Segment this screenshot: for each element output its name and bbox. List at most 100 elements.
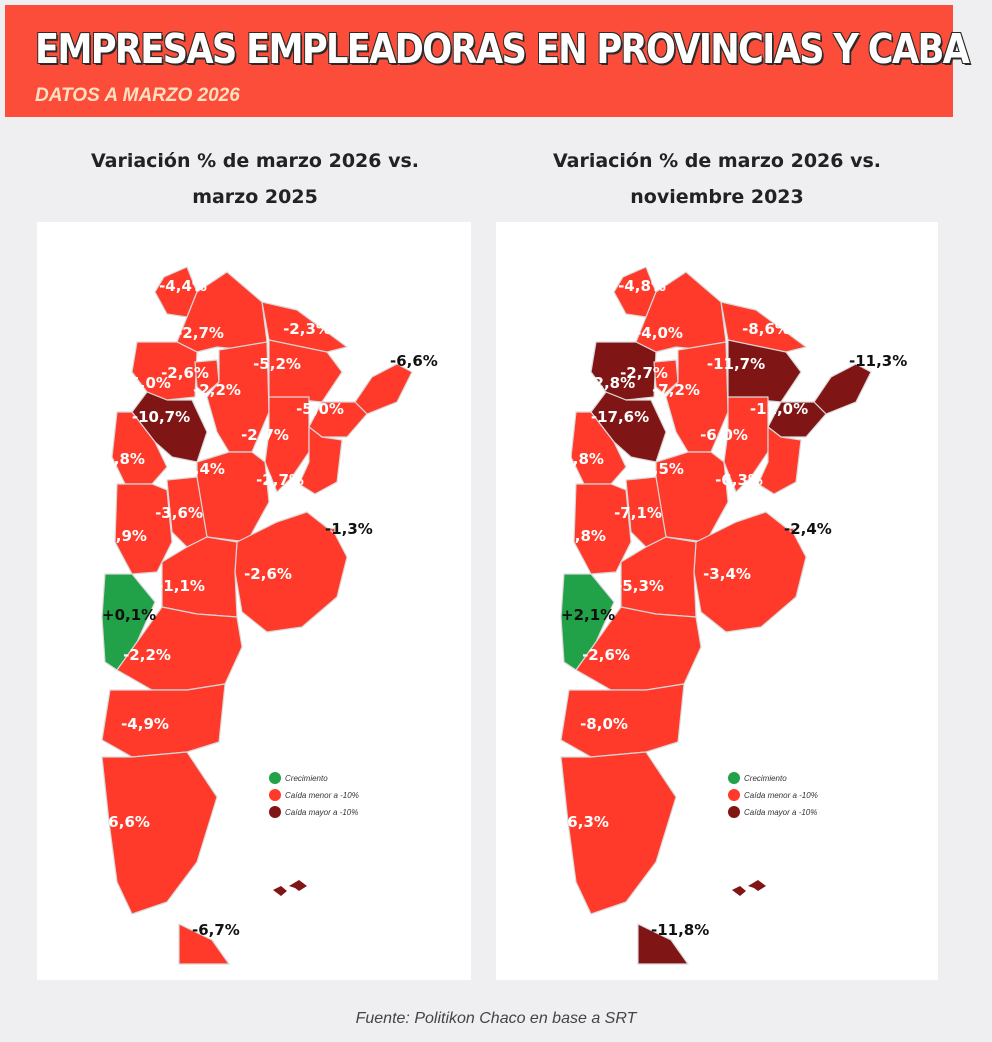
province-label-rio-negro-right: -2,6% [582, 646, 630, 664]
province-label-misiones-right: -11,3% [849, 352, 907, 370]
province-chubut-right [560, 683, 685, 758]
province-label-neuquen-right: +2,1% [561, 606, 615, 624]
province-label-santa-fe-right: -6,0% [700, 426, 748, 444]
page-subtitle: DATOS A MARZO 2026 [35, 85, 240, 106]
province-buenos-aires-right [693, 511, 807, 633]
province-label-la-rioja-left: -10,7% [132, 408, 190, 426]
province-catamarca-right [590, 341, 657, 401]
province-label-jujuy-left: -4,4% [159, 277, 207, 295]
source-note: Fuente: Politikon Chaco en base a SRT [355, 1010, 637, 1027]
map-panel-right: -4,8% -4,0% -8,6% -11,3% -12,8% -2,7% -7,2% -11… [496, 222, 938, 980]
province-label-chaco-right: -11,7% [707, 355, 765, 373]
header-banner: EMPRESAS EMPLEADORAS EN PROVINCIAS Y CAB… [5, 5, 970, 117]
map-svg-right: -4,8% -4,0% -8,6% -11,3% -12,8%-2,7%-7,2% -11… [556, 266, 907, 965]
province-misiones-right [813, 363, 872, 415]
province-catamarca-left [131, 341, 198, 401]
province-label-catamarca-left: -5,0% [123, 374, 171, 392]
legend-swatch-drop_less-right [728, 789, 740, 801]
province-label-la-rioja-right: -17,6% [591, 408, 649, 426]
province-label-jujuy-right: -4,8% [618, 277, 666, 295]
malvinas-islands-left [273, 880, 307, 896]
province-label-santa-cruz-right: -6,3% [561, 813, 609, 831]
province-label-entre-rios-right: -6,3% [715, 471, 763, 489]
province-santa-cruz-right [560, 751, 677, 915]
province-label-entre-rios-left: -2,7% [256, 471, 304, 489]
map-svg-left: -4,4%-2,7% -2,3%-6,6%-5,0%-2,6%-2,2%-5,2%… [97, 266, 438, 965]
province-label-corrientes-right: -11,0% [750, 400, 808, 418]
province-san-juan-left [111, 411, 168, 485]
province-label-salta-right: -4,0% [635, 324, 683, 342]
legend-swatch-growth-right [728, 772, 740, 784]
province-label-tierra-fuego-left: -6,7% [192, 921, 240, 939]
legend-label-drop_more-right: Caída mayor a -10% [744, 808, 817, 817]
province-label-formosa-right: -8,6% [742, 320, 790, 338]
province-tierra-fuego-right [637, 923, 689, 965]
province-label-sgo-estero-left: -2,2% [193, 381, 241, 399]
province-rio-negro-left [116, 606, 243, 691]
province-label-mendoza-left: -2,9% [99, 527, 147, 545]
legend-label-drop_less-right: Caída menor a -10% [744, 791, 818, 800]
province-label-cordoba-left: -4,4% [177, 460, 225, 478]
province-san-juan-right [570, 411, 627, 485]
province-label-corrientes-left: -5,0% [296, 400, 344, 418]
province-label-chubut-left: -4,9% [121, 715, 169, 733]
province-label-salta-left: -2,7% [176, 324, 224, 342]
province-label-cordoba-right: -8,5% [636, 460, 684, 478]
province-label-formosa-left: -2,3% [283, 320, 331, 338]
malvinas-islands-right [732, 880, 766, 896]
legend-label-growth-left: Crecimiento [285, 774, 328, 783]
province-santa-cruz-left [101, 751, 218, 915]
legend-swatch-drop_more-left [269, 806, 281, 818]
legend-label-growth-right: Crecimiento [744, 774, 787, 783]
province-label-tucuman-left: -2,6% [161, 364, 209, 382]
page-title: EMPRESAS EMPLEADORAS EN PROVINCIAS Y CAB… [35, 25, 970, 73]
province-label-la-pampa-right: -5,3% [616, 577, 664, 595]
province-label-tucuman-right: -2,7% [620, 364, 668, 382]
province-santa-fe-right [723, 396, 769, 493]
province-label-misiones-left: -6,6% [390, 352, 438, 370]
legend-swatch-drop_less-left [269, 789, 281, 801]
province-rio-negro-right [575, 606, 702, 691]
province-chaco-left [268, 339, 343, 403]
province-label-buenos-aires-right: -3,4% [703, 565, 751, 583]
province-label-san-juan-right: -2,8% [556, 450, 604, 468]
legend-label-drop_less-left: Caída menor a -10% [285, 791, 359, 800]
province-label-san-luis-right: -7,1% [614, 504, 662, 522]
map-panel-left: -4,4% -2,7% -2,3% -6,6% -5,0% -2,6% -2,2% -5,2%… [37, 222, 471, 980]
province-entre-rios-left [298, 426, 343, 495]
province-chaco-right [727, 339, 802, 403]
province-label-sgo-estero-right: -7,2% [652, 381, 700, 399]
province-label-santa-fe-left: -2,7% [241, 426, 289, 444]
province-label-chubut-right: -8,0% [580, 715, 628, 733]
panel-title-right: Variación % de marzo 2026 vs. noviembre … [497, 143, 937, 215]
province-label-san-luis-left: -3,6% [155, 504, 203, 522]
province-label-mendoza-right: -5,8% [558, 527, 606, 545]
province-entre-rios-right [757, 426, 802, 495]
province-label-neuquen-left: +0,1% [102, 606, 156, 624]
panel-title-right-line1: Variación % de marzo 2026 vs. [552, 150, 882, 172]
province-label-buenos-aires-left: -2,6% [244, 565, 292, 583]
province-tucuman-left [194, 359, 220, 395]
province-label-santa-cruz-left: -6,6% [102, 813, 150, 831]
panel-title-left: Variación % de marzo 2026 vs. marzo 2025 [35, 143, 475, 215]
province-label-rio-negro-left: -2,2% [123, 646, 171, 664]
province-label-tierra-fuego-right: -11,8% [651, 921, 709, 939]
province-chubut-left [101, 683, 226, 758]
legend-swatch-growth-left [269, 772, 281, 784]
province-buenos-aires-left [234, 511, 348, 633]
province-mendoza-left [114, 483, 173, 575]
legend-swatch-drop_more-right [728, 806, 740, 818]
panel-title-left-line1: Variación % de marzo 2026 vs. [90, 150, 420, 172]
province-label-catamarca-right: -12,8% [577, 374, 635, 392]
province-tierra-fuego-left [178, 923, 230, 965]
province-label-san-juan-left: -1,8% [97, 450, 145, 468]
province-label-caba-right: -2,4% [784, 520, 832, 538]
province-santa-fe-left [264, 396, 310, 493]
panel-title-right-line2: noviembre 2023 [630, 186, 804, 208]
province-tucuman-right [653, 359, 679, 395]
province-label-chaco-left: -5,2% [253, 355, 301, 373]
panel-title-left-line2: marzo 2025 [192, 186, 318, 208]
legend-label-drop_more-left: Caída mayor a -10% [285, 808, 358, 817]
province-label-caba-left: -1,3% [325, 520, 373, 538]
province-label-la-pampa-left: -1,1% [157, 577, 205, 595]
